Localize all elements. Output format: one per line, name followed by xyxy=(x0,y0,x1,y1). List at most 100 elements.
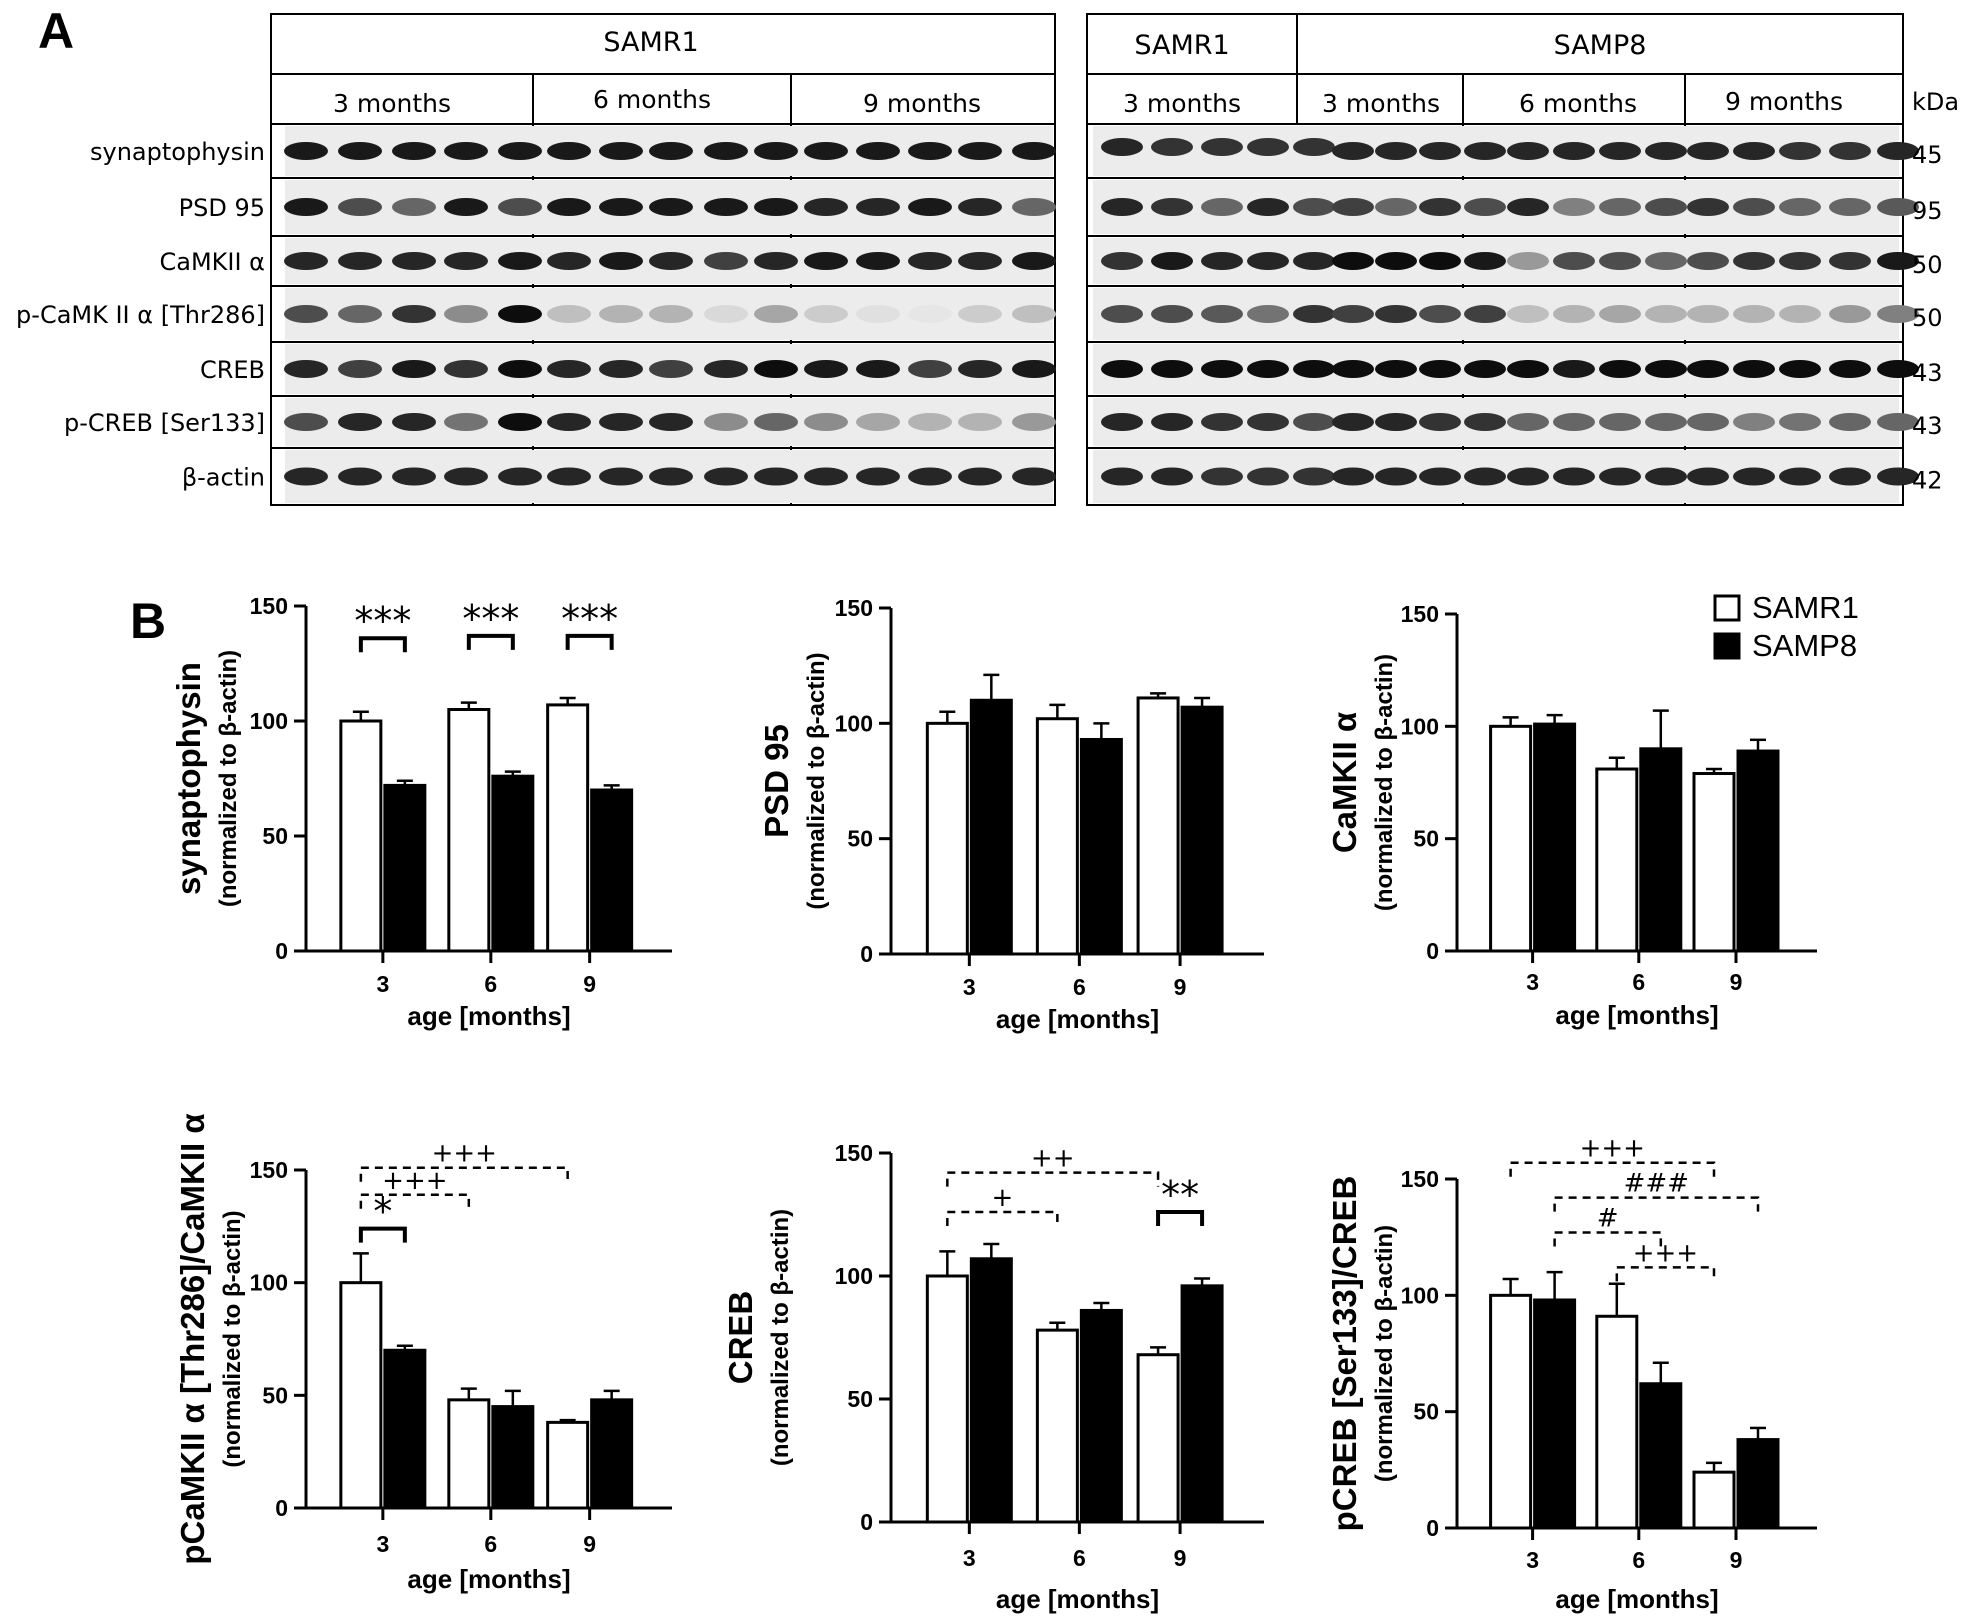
blot-band xyxy=(1877,467,1919,486)
blot-band xyxy=(498,142,542,160)
blot-band xyxy=(1419,198,1461,216)
significance-label: +++ xyxy=(1633,1238,1698,1268)
blot-band xyxy=(704,360,748,378)
blot-band xyxy=(1419,360,1461,378)
blot-band xyxy=(908,142,952,160)
bar-samp8-3 xyxy=(383,783,427,953)
blot-band xyxy=(547,198,591,216)
blot-band xyxy=(1419,413,1461,431)
blot-band xyxy=(547,142,591,160)
x-tick-label: 3 xyxy=(1526,1547,1539,1573)
blot-band xyxy=(1247,413,1289,431)
y-tick-label: 50 xyxy=(1413,826,1439,852)
blot-band xyxy=(958,305,1002,323)
blot-row-label: p-CREB [Ser133] xyxy=(64,409,265,437)
blot-band xyxy=(1151,305,1193,323)
significance-bracket xyxy=(359,1193,471,1209)
y-tick-label: 150 xyxy=(250,1157,288,1183)
blot-band xyxy=(599,142,643,160)
blot-band xyxy=(1247,467,1289,486)
blot-band xyxy=(1877,252,1919,270)
blot-band xyxy=(1733,360,1775,378)
bar-samp8-9 xyxy=(590,1398,634,1510)
blot-band xyxy=(804,142,848,160)
blot-band xyxy=(1332,142,1374,160)
y-tick-label: 0 xyxy=(275,1495,288,1521)
x-tick-label: 6 xyxy=(1632,969,1645,995)
significance-label: ** xyxy=(1161,1173,1199,1217)
significance-label: # xyxy=(1597,1204,1619,1234)
legend: SAMR1 SAMP8 xyxy=(1713,590,1859,663)
blot-band xyxy=(1507,305,1549,323)
blot-row-label: CaMKII α xyxy=(159,248,265,276)
bar-samr1-9 xyxy=(1692,1470,1736,1530)
y-axis-sublabel: (normalized to β-actin) xyxy=(215,650,242,907)
blot-band xyxy=(649,252,693,270)
x-tick-label: 9 xyxy=(583,971,596,997)
bar-samp8-9 xyxy=(1736,1438,1780,1530)
blot-band xyxy=(1507,142,1549,160)
chart-5: 0 50 100 150 CREB (normalized to β-actin) age … xyxy=(722,1140,1264,1614)
blot-band xyxy=(1293,138,1335,156)
blot-band xyxy=(1464,305,1506,323)
blot-band xyxy=(908,305,952,323)
blot-band xyxy=(1464,360,1506,378)
blot-band xyxy=(1464,413,1506,431)
blot-band xyxy=(1247,138,1289,156)
significance-bracket xyxy=(1553,1231,1663,1247)
blot-band xyxy=(1687,142,1729,160)
blot-band xyxy=(1375,252,1417,270)
x-tick-label: 3 xyxy=(963,974,976,1000)
blot-band xyxy=(498,198,542,216)
chart-1: 0 50 100 150 synaptophysin (normalized to β-a… xyxy=(170,593,672,1031)
blot-band xyxy=(392,142,436,160)
bar-samp8-3 xyxy=(383,1348,427,1510)
x-tick-label: 6 xyxy=(484,1531,497,1557)
blot-band xyxy=(599,252,643,270)
blot-band xyxy=(1101,413,1143,431)
blot-band xyxy=(338,305,382,323)
blot-band xyxy=(804,198,848,216)
panel-a-letter: A xyxy=(38,3,74,59)
blot-band xyxy=(599,360,643,378)
y-axis-label: synaptophysin xyxy=(170,662,207,895)
blot-band xyxy=(804,252,848,270)
blot-band xyxy=(284,305,328,323)
legend-swatch-samr1 xyxy=(1713,594,1741,622)
bar-samr1-3 xyxy=(925,721,969,956)
blot-band xyxy=(1645,360,1687,378)
blot-band xyxy=(1419,305,1461,323)
x-axis-label: age [months] xyxy=(996,1584,1159,1614)
x-axis-label: age [months] xyxy=(407,1564,570,1594)
blot-band xyxy=(1829,198,1871,216)
blot-band xyxy=(599,305,643,323)
x-tick-label: 9 xyxy=(1174,1545,1187,1571)
blot-band xyxy=(856,198,900,216)
blot-band xyxy=(444,142,488,160)
left-blot-age-6: 6 months xyxy=(593,85,711,114)
blot-band xyxy=(1201,467,1243,486)
legend-label-samr1: SAMR1 xyxy=(1752,590,1859,625)
panel-b-bar-charts: B SAMR1 SAMP8 0 50 100 150 synaptophysin (nor… xyxy=(130,590,1859,1614)
blot-band xyxy=(392,413,436,431)
blot-band xyxy=(804,413,848,431)
blot-band xyxy=(1293,467,1335,486)
chart-2: 0 50 100 150 PSD 95 (normalized to β-actin) ag… xyxy=(758,595,1264,1034)
right-blot-age-samp8-3: 3 months xyxy=(1322,89,1440,118)
blot-band xyxy=(958,252,1002,270)
y-axis-label: CREB xyxy=(722,1291,759,1385)
blot-band xyxy=(1779,360,1821,378)
bar-samr1-3 xyxy=(339,719,383,953)
significance-bracket xyxy=(565,633,614,650)
blot-band xyxy=(1645,305,1687,323)
blot-band xyxy=(1419,142,1461,160)
blot-band xyxy=(1645,198,1687,216)
blot-band xyxy=(1375,198,1417,216)
blot-band xyxy=(1012,413,1056,431)
blot-band xyxy=(1101,305,1143,323)
y-axis-label: PSD 95 xyxy=(758,724,795,838)
y-tick-label: 100 xyxy=(1401,1282,1439,1308)
blot-band xyxy=(704,142,748,160)
left-blot-strain-label: SAMR1 xyxy=(603,27,698,58)
charts-container: 0 50 100 150 synaptophysin (normalized to β-a… xyxy=(170,593,1817,1614)
